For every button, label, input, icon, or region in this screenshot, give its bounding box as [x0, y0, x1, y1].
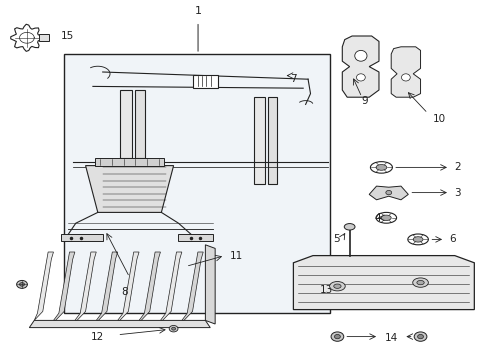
Polygon shape	[53, 252, 75, 320]
Text: 3: 3	[453, 188, 460, 198]
Bar	[120, 90, 132, 158]
Polygon shape	[29, 320, 210, 328]
Text: 10: 10	[432, 114, 445, 124]
Polygon shape	[85, 166, 173, 212]
Bar	[254, 97, 264, 184]
Bar	[135, 90, 144, 158]
Polygon shape	[139, 252, 160, 320]
Ellipse shape	[412, 278, 427, 287]
Polygon shape	[160, 252, 182, 320]
Ellipse shape	[354, 50, 366, 61]
Ellipse shape	[333, 284, 340, 288]
Text: 14: 14	[384, 333, 397, 343]
Text: 2: 2	[453, 162, 460, 172]
Polygon shape	[293, 256, 473, 310]
Text: 1: 1	[194, 6, 201, 16]
Text: 8: 8	[121, 287, 128, 297]
Ellipse shape	[330, 332, 343, 341]
Polygon shape	[368, 186, 407, 200]
Bar	[39, 34, 49, 41]
Polygon shape	[75, 252, 96, 320]
Text: 9: 9	[360, 96, 367, 106]
Ellipse shape	[20, 283, 24, 286]
Ellipse shape	[381, 215, 390, 220]
Text: 13: 13	[320, 285, 333, 295]
Ellipse shape	[17, 280, 27, 288]
Text: 5: 5	[332, 234, 339, 244]
Ellipse shape	[413, 332, 426, 341]
Bar	[267, 97, 276, 184]
Polygon shape	[178, 234, 212, 241]
Ellipse shape	[344, 224, 354, 230]
Ellipse shape	[356, 74, 365, 81]
Ellipse shape	[375, 165, 386, 170]
Polygon shape	[182, 252, 203, 320]
Polygon shape	[61, 234, 102, 241]
Text: 15: 15	[61, 31, 74, 41]
Polygon shape	[96, 252, 118, 320]
Ellipse shape	[334, 334, 340, 339]
Ellipse shape	[417, 334, 423, 339]
Ellipse shape	[412, 237, 422, 242]
Ellipse shape	[401, 74, 409, 81]
Text: 11: 11	[229, 251, 243, 261]
Ellipse shape	[385, 190, 391, 195]
Polygon shape	[342, 36, 378, 97]
Ellipse shape	[171, 327, 175, 330]
Text: 6: 6	[448, 234, 455, 244]
Polygon shape	[118, 252, 139, 320]
Text: 12: 12	[91, 332, 104, 342]
Ellipse shape	[416, 280, 424, 285]
Polygon shape	[95, 158, 163, 166]
Polygon shape	[34, 252, 53, 320]
Ellipse shape	[169, 325, 178, 332]
Polygon shape	[205, 245, 215, 324]
Ellipse shape	[329, 282, 345, 291]
Bar	[63, 54, 329, 313]
Polygon shape	[390, 47, 420, 97]
Text: 4: 4	[374, 213, 381, 223]
Bar	[193, 75, 217, 88]
Text: 7: 7	[289, 74, 296, 84]
